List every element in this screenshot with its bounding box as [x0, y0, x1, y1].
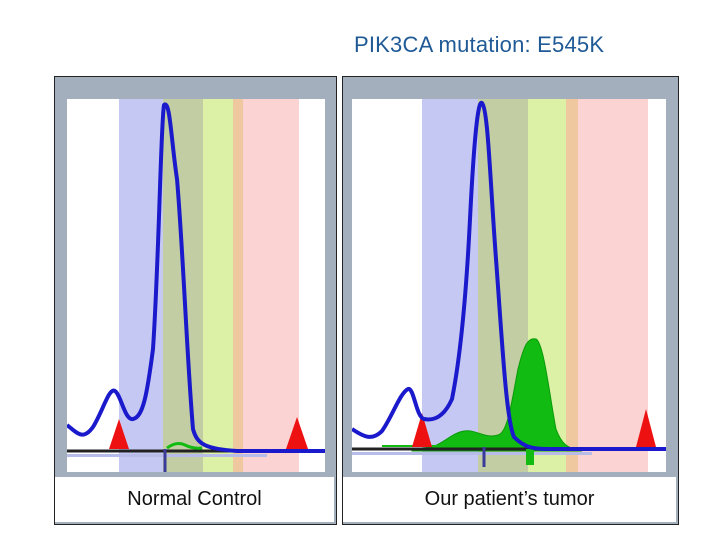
blue-band	[422, 99, 478, 472]
normal-control-label: Normal Control	[55, 477, 334, 522]
right-marker	[636, 409, 656, 447]
green-trace	[166, 442, 203, 450]
slide-title: PIK3CA mutation: E545K	[354, 32, 605, 57]
bottom-stripe	[352, 452, 592, 455]
green-band	[203, 99, 233, 472]
green-baseline-tick	[526, 449, 534, 465]
left-marker	[109, 419, 129, 449]
blue-trace	[352, 100, 666, 451]
patient-tumor-panel: Our patient’s tumor	[342, 76, 679, 525]
right-marker	[286, 417, 308, 449]
orange-band	[566, 99, 578, 472]
bottom-stripe	[67, 454, 267, 457]
pink-band	[578, 99, 648, 472]
normal-control-panel: Normal Control	[54, 76, 337, 525]
orange-band	[233, 99, 243, 472]
green-trace	[411, 338, 583, 452]
blue-trace	[67, 102, 325, 453]
pink-band	[243, 99, 299, 472]
left-marker	[412, 413, 432, 447]
patient-tumor-label: Our patient’s tumor	[343, 477, 676, 522]
patient-tumor-pyrogram	[352, 99, 666, 472]
normal-control-pyrogram	[67, 99, 325, 472]
